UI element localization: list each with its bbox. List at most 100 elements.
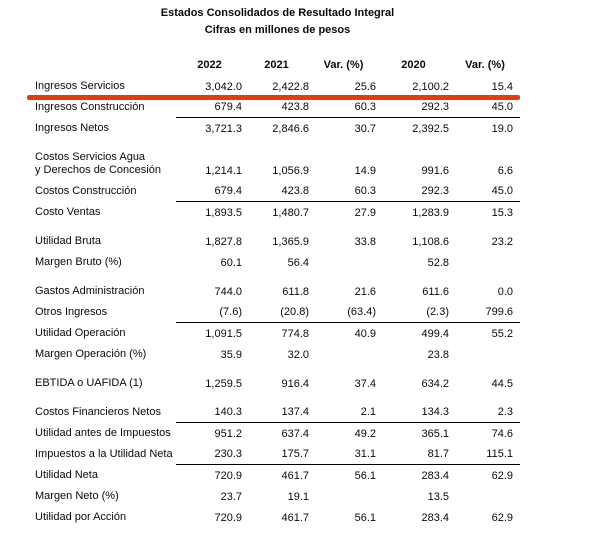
row-value: 49.2 xyxy=(354,427,376,440)
row-value: 60.1 xyxy=(220,256,242,269)
row-values: 1,091.5 774.8 40.9 499.4 55.2 xyxy=(176,323,520,344)
row-value: 15.3 xyxy=(491,206,513,219)
row-value: 1,480.7 xyxy=(272,206,309,219)
row-value: 3,042.0 xyxy=(205,80,242,93)
financial-statement-page: Estados Consolidados de Resultado Integr… xyxy=(27,7,520,528)
row-values: 3,042.0 2,422.8 25.6 2,100.2 15.4 xyxy=(176,76,520,97)
row-value: 1,108.6 xyxy=(412,235,449,248)
row-value: 21.6 xyxy=(354,285,376,298)
row-value: 134.3 xyxy=(421,406,449,418)
row-label: Utilidad Operación xyxy=(35,327,126,339)
row-value: 115.1 xyxy=(486,448,513,460)
row-value: 499.4 xyxy=(421,327,449,340)
row-values: 951.2 637.4 49.2 365.1 74.6 xyxy=(176,423,520,444)
row-value: 2,422.8 xyxy=(272,80,309,93)
column-header-2020: 2020 xyxy=(401,59,426,71)
row-value: 292.3 xyxy=(421,185,449,197)
row-value: 365.1 xyxy=(421,427,449,440)
row-label: Ingresos Netos xyxy=(35,122,109,134)
row-value: (63.4) xyxy=(347,306,376,318)
row-label: Ingresos Servicios xyxy=(35,80,125,92)
row-label: Costos Construcción xyxy=(35,185,137,197)
row-value: 423.8 xyxy=(281,185,309,197)
row-value: 2.1 xyxy=(360,406,376,418)
row-label: Margen Bruto (%) xyxy=(35,256,122,268)
row-label: Impuestos a la Utilidad Neta xyxy=(35,448,173,460)
red-highlight-line xyxy=(27,95,520,100)
table-row: Utilidad por Acción 720.9 461.7 56.1 283.4 62… xyxy=(35,507,520,528)
row-value: 35.9 xyxy=(220,348,242,361)
row-label: Margen Operación (%) xyxy=(35,348,147,360)
table-row: Margen Operación (%) 35.9 32.0 23.8 xyxy=(35,344,520,365)
row-values: 720.9 461.7 56.1 283.4 62.9 xyxy=(176,465,520,486)
column-header-var-2: Var. (%) xyxy=(465,59,505,71)
row-value: 679.4 xyxy=(214,185,242,197)
row-value: 13.5 xyxy=(427,490,449,503)
row-label: Utilidad Neta xyxy=(35,469,98,481)
row-value: 27.9 xyxy=(354,206,376,219)
row-label: Utilidad antes de Impuestos xyxy=(35,427,171,439)
row-value: 56.4 xyxy=(287,256,309,269)
row-value: 19.1 xyxy=(287,490,309,503)
row-value: 56.1 xyxy=(354,469,376,482)
row-values: 60.1 56.4 52.8 xyxy=(176,252,520,273)
row-value: 634.2 xyxy=(421,377,449,390)
table-header-row: 2022 2021 Var. (%) 2020 Var. (%) xyxy=(35,54,520,76)
row-value: 1,259.5 xyxy=(205,377,242,390)
row-value: 140.3 xyxy=(214,406,242,418)
row-value: 45.0 xyxy=(491,185,513,197)
row-value: 2.3 xyxy=(497,406,513,418)
row-value: 44.5 xyxy=(491,377,513,390)
row-value: 423.8 xyxy=(281,101,309,113)
row-value: 31.1 xyxy=(354,448,376,460)
row-value: 679.4 xyxy=(214,101,242,113)
table-row: Otros Ingresos (7.6) (20.8) (63.4) (2.3) 799.… xyxy=(35,302,520,323)
row-values: 744.0 611.8 21.6 611.6 0.0 xyxy=(176,281,520,302)
row-value: 1,283.9 xyxy=(412,206,449,219)
row-value: 991.6 xyxy=(421,165,449,177)
row-value: 56.1 xyxy=(354,511,376,524)
row-value: 23.8 xyxy=(427,348,449,361)
row-label: Ingresos Construcción xyxy=(35,101,145,113)
row-label: Utilidad Bruta xyxy=(35,235,102,247)
table-row: Utilidad Bruta 1,827.8 1,365.9 33.8 1,108.6 2… xyxy=(35,231,520,252)
row-values: 23.7 19.1 13.5 xyxy=(176,486,520,507)
row-label: Costos Financieros Netos xyxy=(35,406,161,418)
row-value: 611.6 xyxy=(422,285,449,298)
row-value: 637.4 xyxy=(281,427,309,440)
row-value: 916.4 xyxy=(281,377,309,390)
row-values: 1,827.8 1,365.9 33.8 1,108.6 23.2 xyxy=(176,231,520,252)
table-body: Ingresos Servicios 3,042.0 2,422.8 25.6 2,10… xyxy=(27,76,520,528)
row-label: Otros Ingresos xyxy=(35,306,108,318)
row-value: 137.4 xyxy=(281,406,309,418)
row-value: 461.7 xyxy=(281,469,309,482)
table-row: Ingresos Construcción 679.4 423.8 60.3 292.3… xyxy=(35,97,520,118)
row-label: Costos Servicios Agua y Derechos de Conc… xyxy=(35,151,161,176)
row-value: 1,365.9 xyxy=(272,235,309,248)
row-value: 1,827.8 xyxy=(205,235,242,248)
row-values: (7.6) (20.8) (63.4) (2.3) 799.6 xyxy=(176,302,520,323)
row-value: 0.0 xyxy=(497,285,513,298)
row-value: 3,721.3 xyxy=(205,122,242,135)
row-value: 74.6 xyxy=(491,427,513,440)
row-label: Costo Ventas xyxy=(35,206,101,218)
table-row: Utilidad Operación 1,091.5 774.8 40.9 499.4 5… xyxy=(35,323,520,344)
row-values: 1,214.1 1,056.9 14.9 991.6 6.6 xyxy=(176,147,520,181)
row-value: 81.7 xyxy=(427,448,449,460)
row-value: 55.2 xyxy=(491,327,513,340)
row-value: 2,100.2 xyxy=(412,80,449,93)
row-value: 1,214.1 xyxy=(205,165,242,177)
page-title: Estados Consolidados de Resultado Integr… xyxy=(160,7,395,19)
row-value: 30.7 xyxy=(354,122,376,135)
row-values: 140.3 137.4 2.1 134.3 2.3 xyxy=(176,402,520,423)
row-value: 52.8 xyxy=(427,256,449,269)
table-row: Costos Construcción 679.4 423.8 60.3 292.3 45… xyxy=(35,181,520,202)
row-value: 1,091.5 xyxy=(205,327,242,340)
row-value: 60.3 xyxy=(354,101,376,113)
row-value: 33.8 xyxy=(354,235,376,248)
table-row: Margen Neto (%) 23.7 19.1 13.5 xyxy=(35,486,520,507)
row-value: 720.9 xyxy=(214,469,242,482)
column-header-var-1: Var. (%) xyxy=(323,59,364,71)
table-row: Utilidad Neta 720.9 461.7 56.1 283.4 62.9 xyxy=(35,465,520,486)
row-value: 283.4 xyxy=(421,511,449,524)
